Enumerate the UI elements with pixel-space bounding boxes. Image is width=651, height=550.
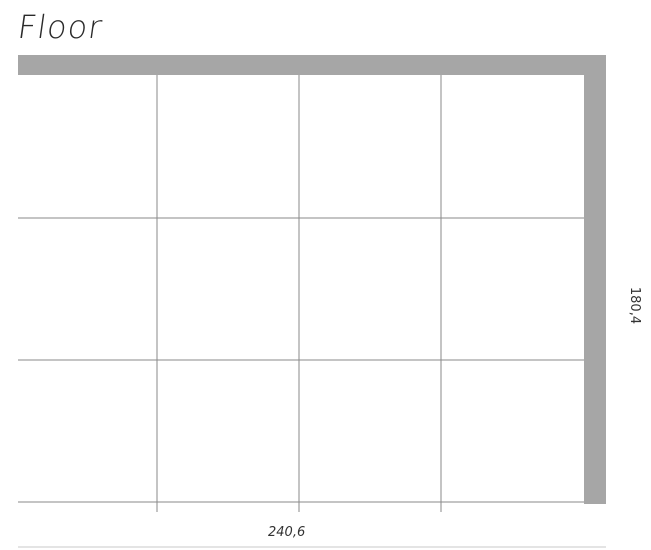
tile-grid	[18, 75, 584, 512]
width-dimension-label: 240,6	[268, 525, 306, 540]
right-wall	[584, 55, 606, 504]
height-dimension-label: 180,4	[627, 286, 643, 325]
top-wall	[18, 55, 606, 75]
tile-area	[18, 75, 584, 502]
